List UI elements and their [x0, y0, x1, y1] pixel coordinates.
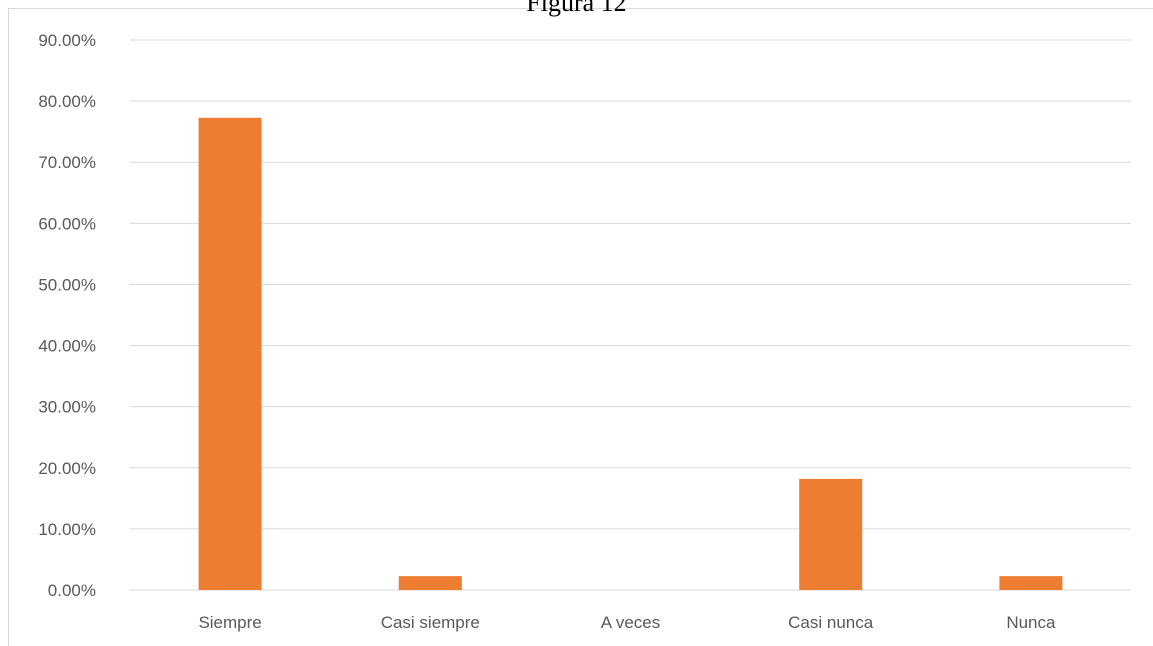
x-tick-label: A veces: [601, 613, 661, 632]
y-tick-label: 90.00%: [38, 31, 96, 50]
bar-siempre: [198, 117, 262, 591]
bar-casi-siempre: [398, 576, 462, 590]
x-tick-label: Nunca: [1006, 613, 1056, 632]
y-tick-label: 50.00%: [38, 275, 96, 294]
y-tick-label: 20.00%: [38, 459, 96, 478]
x-tick-label: Casi siempre: [381, 613, 480, 632]
y-tick-label: 60.00%: [38, 214, 96, 233]
chart-frame-top: [8, 8, 1153, 9]
chart-frame-left: [8, 8, 9, 646]
y-tick-label: 0.00%: [48, 581, 96, 600]
y-tick-label: 70.00%: [38, 153, 96, 172]
bar-casi-nunca: [799, 478, 863, 590]
figure-title: Figura 12: [526, 0, 627, 17]
x-tick-label: Casi nunca: [788, 613, 874, 632]
y-tick-label: 30.00%: [38, 398, 96, 417]
y-tick-label: 10.00%: [38, 520, 96, 539]
x-tick-label: Siempre: [198, 613, 261, 632]
bar-nunca: [999, 576, 1063, 590]
y-tick-label: 40.00%: [38, 337, 96, 356]
y-tick-label: 80.00%: [38, 92, 96, 111]
